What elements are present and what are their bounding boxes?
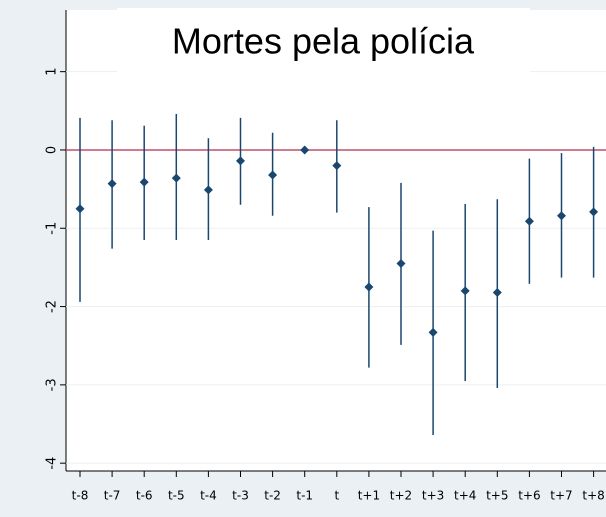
point <box>107 179 117 189</box>
point <box>589 207 599 217</box>
point <box>364 282 374 292</box>
point <box>300 145 310 155</box>
x-tick-label: t-2 <box>264 489 281 503</box>
title-box <box>117 8 530 74</box>
point <box>268 170 278 180</box>
x-tick-label: t+6 <box>518 489 540 503</box>
point <box>332 161 342 171</box>
x-tick-label: t-5 <box>168 489 185 503</box>
plot-area <box>66 10 606 471</box>
point <box>524 216 534 226</box>
point <box>75 204 85 214</box>
point <box>492 287 502 297</box>
point <box>396 259 406 268</box>
y-tick-label: -3 <box>45 378 60 391</box>
x-tick-label: t+4 <box>454 489 476 503</box>
point <box>428 327 438 337</box>
point <box>171 173 181 183</box>
y-tick-label: -4 <box>45 457 60 470</box>
point <box>203 185 213 195</box>
x-tick-label: t+3 <box>422 489 444 503</box>
x-tick-label: t-1 <box>296 489 313 503</box>
x-tick-label: t-3 <box>232 489 249 503</box>
point <box>460 286 470 296</box>
x-tick-label: t-8 <box>72 489 89 503</box>
x-tick-label: t+5 <box>486 489 508 503</box>
point <box>139 177 149 187</box>
x-tick-label: t <box>334 489 339 503</box>
y-tick-label: -2 <box>45 300 60 313</box>
y-tick-label: 0 <box>45 146 60 154</box>
x-tick-label: t+8 <box>582 489 604 503</box>
x-tick-label: t-7 <box>104 489 121 503</box>
x-tick-label: t+2 <box>390 489 412 503</box>
chart-title: Mortes pela polícia <box>172 21 475 62</box>
point <box>557 211 566 221</box>
x-tick-label: t+1 <box>358 489 380 503</box>
x-tick-label: t-6 <box>136 489 153 503</box>
y-tick-label: 1 <box>45 68 60 76</box>
y-tick-label: -1 <box>45 222 60 235</box>
point <box>236 156 245 166</box>
x-tick-label: t-4 <box>200 489 217 503</box>
x-tick-label: t+7 <box>550 489 572 503</box>
